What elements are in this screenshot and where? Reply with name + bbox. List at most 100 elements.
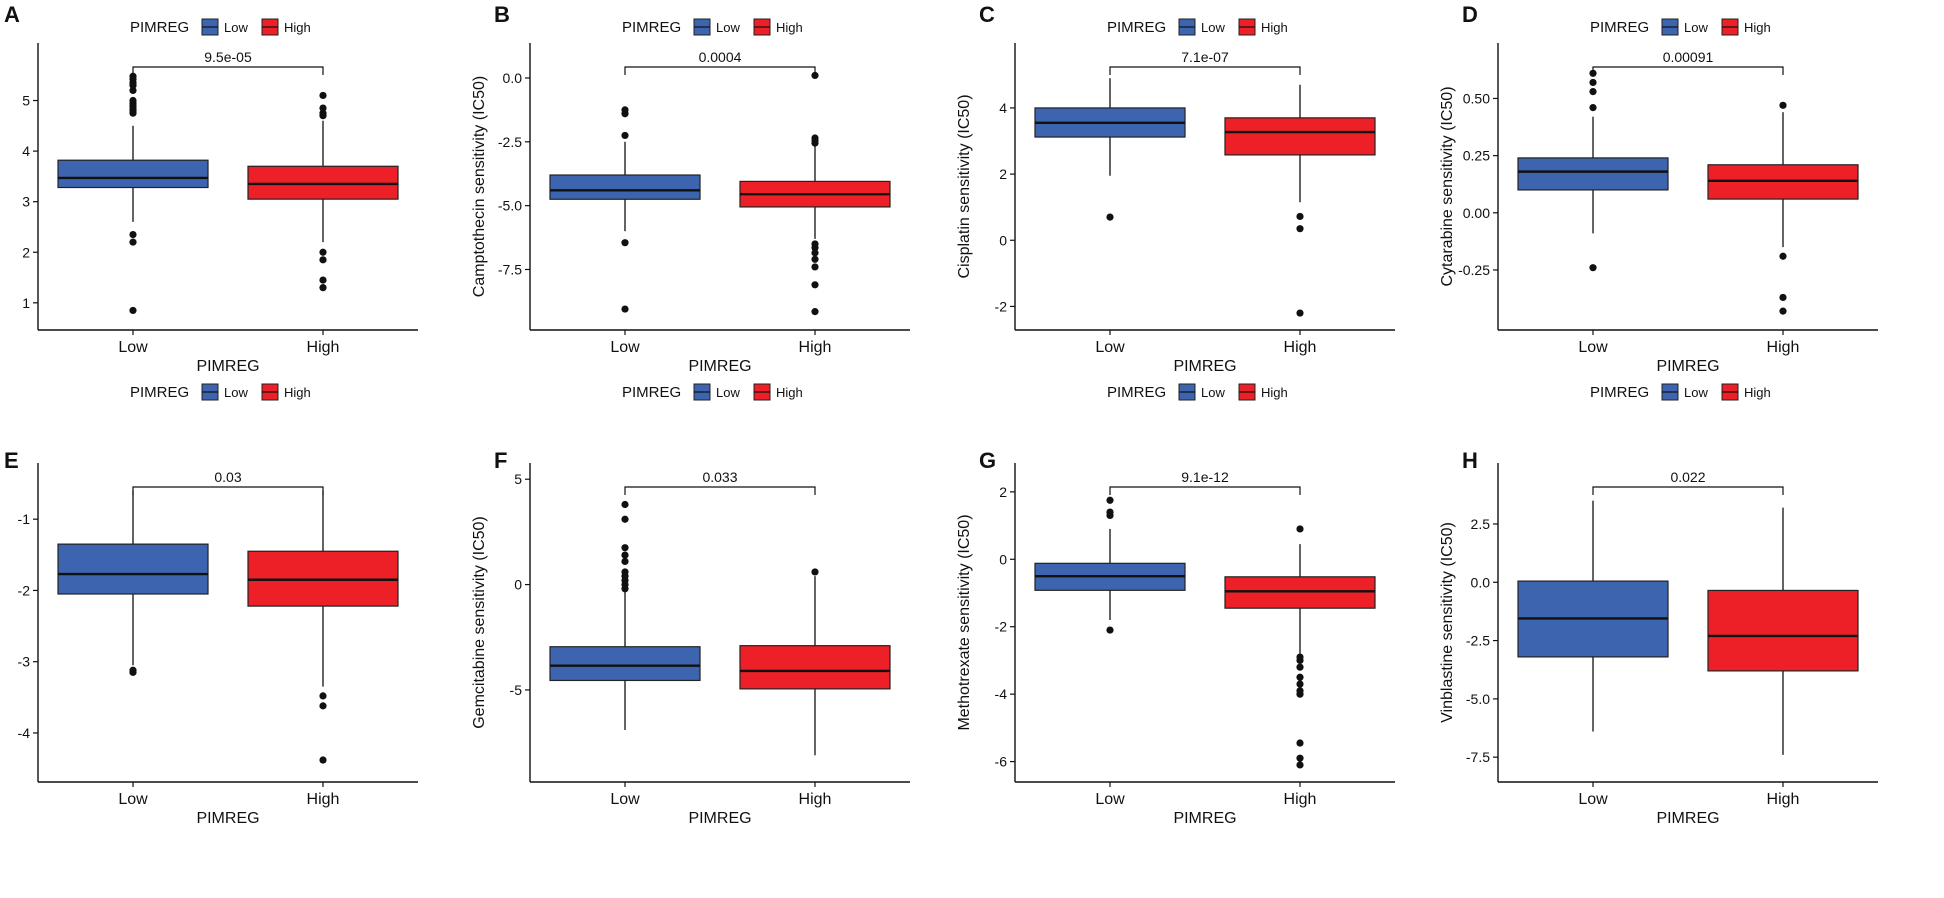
outlier-point <box>811 308 819 316</box>
outlier-point <box>319 284 327 292</box>
legend-title: PIMREG <box>1107 384 1166 401</box>
panel-c: C PIMREG Low High 4 2 0 -2 Low High PIMREG Cisplati… <box>956 2 1395 375</box>
box-low <box>57 490 209 676</box>
x-axis-title: PIMREG <box>1656 358 1719 375</box>
outlier-point <box>1589 104 1597 112</box>
box-low <box>1034 496 1186 634</box>
x-tick-label-low: Low <box>610 339 640 356</box>
x-axis-title: PIMREG <box>1173 358 1236 375</box>
outlier-point <box>1296 761 1304 769</box>
p-value: 0.022 <box>1670 469 1705 485</box>
box-body <box>549 646 701 682</box>
box-low <box>549 500 701 730</box>
significance-bracket <box>624 66 816 75</box>
outlier-point <box>1296 663 1304 671</box>
box-body <box>739 645 891 690</box>
x-tick-label-high: High <box>1284 339 1317 356</box>
x-tick-label-high: High <box>307 791 340 808</box>
x-tick-label-low: Low <box>1095 339 1125 356</box>
y-tick-label: -2.5 <box>1466 633 1490 649</box>
outlier-point <box>319 104 327 112</box>
significance-bracket <box>624 486 816 495</box>
outlier-point <box>621 544 629 552</box>
outlier-point <box>1589 87 1597 96</box>
y-tick-label: -5 <box>510 682 523 698</box>
panel-e: EPIMREGLowHigh-1-2-3-4LowHighPIMREGDoxor… <box>4 383 418 827</box>
outlier-point <box>319 91 327 100</box>
legend-label-high: High <box>1261 20 1288 35</box>
panel-b: B PIMREG Low High 0.0 -2.5 -5.0 -7.5 Low High PIMR… <box>471 2 910 375</box>
x-axis-title: PIMREG <box>1173 810 1236 827</box>
panel-letter: E <box>4 448 19 473</box>
y-tick-label: 4 <box>999 100 1007 116</box>
y-tick-label: 0 <box>514 577 522 593</box>
x-tick-label-high: High <box>1284 791 1317 808</box>
x-axis-title: PIMREG <box>688 810 751 827</box>
p-value: 7.1e-07 <box>1181 49 1229 65</box>
x-tick-label-low: Low <box>1578 791 1608 808</box>
outlier-point <box>1779 293 1787 302</box>
y-tick-label: -6 <box>995 754 1008 770</box>
x-axis-title: PIMREG <box>1656 810 1719 827</box>
y-tick-label: -7.5 <box>498 261 522 277</box>
y-tick-label: -4 <box>18 725 31 741</box>
outlier-point <box>1296 680 1304 688</box>
y-tick-label: 0.0 <box>1471 574 1491 590</box>
p-value: 0.033 <box>702 469 737 485</box>
y-tick-label: -7.5 <box>1466 749 1490 765</box>
outlier-point <box>319 692 327 700</box>
outlier-point <box>1589 264 1597 272</box>
panel-h: H PIMREG Low High 2.5 0.0 -2.5 -5.0 -7.5 Low High P… <box>1439 383 1878 827</box>
y-tick-label: -2 <box>18 582 31 598</box>
outlier-point <box>621 239 629 247</box>
outlier-point <box>811 568 819 576</box>
y-tick-label: 5 <box>22 93 30 109</box>
p-value: 0.03 <box>214 469 241 485</box>
legend-title: PIMREG <box>1590 19 1649 36</box>
outlier-point <box>319 702 327 710</box>
y-tick-label: 1 <box>22 295 30 311</box>
panel-a: APIMREGLowHigh12345LowHighPIMREGBexarote… <box>4 2 418 375</box>
x-tick-label-low: Low <box>1578 339 1608 356</box>
legend-title: PIMREG <box>1590 384 1649 401</box>
y-tick-label: -1 <box>18 511 31 527</box>
box-body <box>549 174 701 200</box>
box-body <box>57 159 209 189</box>
outlier-point <box>129 72 137 80</box>
legend-label-low: Low <box>1201 385 1225 400</box>
outlier-point <box>811 240 819 248</box>
outlier-point <box>811 255 819 263</box>
x-tick-label-high: High <box>1767 339 1800 356</box>
p-value: 0.0004 <box>699 49 742 65</box>
y-tick-label: 2 <box>22 244 30 260</box>
box-low <box>549 106 701 313</box>
outlier-point <box>129 306 137 315</box>
outlier-point <box>1296 225 1304 233</box>
y-axis-title: Methotrexate sensitivity (IC50) <box>956 514 973 730</box>
y-tick-label: 4 <box>22 143 30 159</box>
legend-label-low: Low <box>1684 20 1708 35</box>
outlier-point <box>621 568 629 576</box>
panel-letter: D <box>1462 2 1478 27</box>
outlier-point <box>1779 307 1787 315</box>
outlier-point <box>1106 626 1114 634</box>
panel-f: F PIMREG Low High 5 0 -5 Low High PIMREG Gemcitabi… <box>471 383 910 827</box>
legend-label-high: High <box>284 20 311 35</box>
outlier-point <box>319 248 327 256</box>
panel-letter: G <box>979 448 996 473</box>
significance-bracket <box>1109 486 1301 495</box>
legend-title: PIMREG <box>622 384 681 401</box>
panel-letter: C <box>979 2 995 27</box>
significance-bracket <box>1592 66 1784 75</box>
y-tick-label: 0 <box>999 551 1007 567</box>
outlier-point <box>319 109 327 117</box>
box-low <box>1517 69 1669 272</box>
outlier-point <box>1296 739 1304 747</box>
y-tick-label: 5 <box>514 471 522 487</box>
legend-label-low: Low <box>716 20 740 35</box>
outlier-point <box>1106 213 1114 221</box>
outlier-point <box>1296 309 1304 317</box>
legend-label-low: Low <box>1201 20 1225 35</box>
x-axis-title: PIMREG <box>688 358 751 375</box>
